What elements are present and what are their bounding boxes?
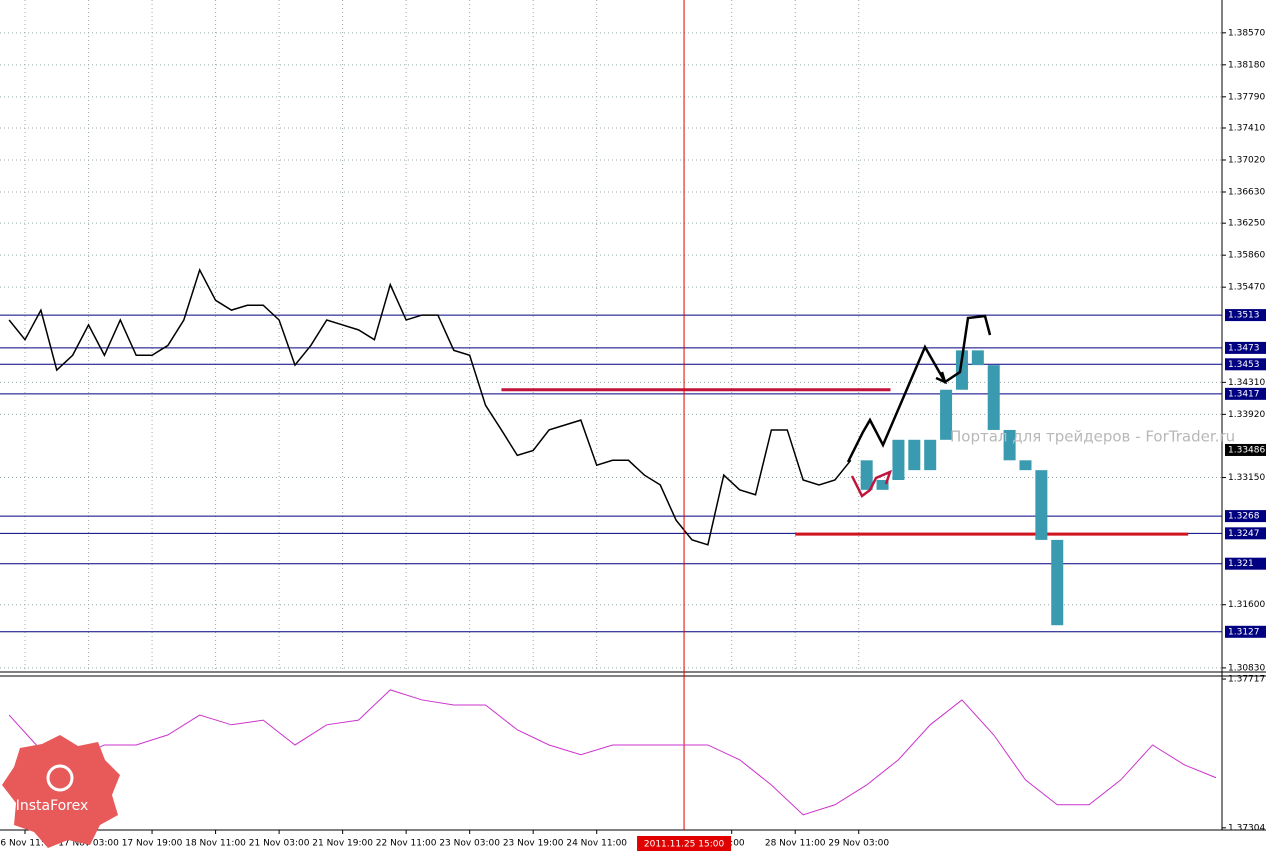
x-tick-label: 22 Nov 11:00 <box>376 839 437 849</box>
level-label-box <box>1225 358 1266 371</box>
y-tick-label: 1.37304 <box>1228 823 1265 833</box>
projection-bar <box>892 439 905 480</box>
y-tick-label: 1.30830 <box>1228 663 1265 673</box>
current-price-label: 1.33486 <box>1228 445 1265 455</box>
level-label-box <box>1225 527 1266 540</box>
projection-bar <box>1035 470 1048 540</box>
logo-icon <box>46 764 74 792</box>
y-tick-label: 1.37410 <box>1228 124 1265 134</box>
projection-bar <box>987 365 1000 430</box>
level-label: 1.3513 <box>1228 311 1260 321</box>
projection-bar <box>1019 460 1032 471</box>
y-tick-label: 1.37020 <box>1228 156 1265 166</box>
forecast-arrow-red <box>850 469 893 498</box>
projection-bar <box>876 480 889 490</box>
x-tick-label: 21 Nov 03:00 <box>249 839 310 849</box>
cursor-label: 2011.11.25 15:00 <box>644 840 725 850</box>
x-tick-label: 19:00 <box>719 839 745 849</box>
level-label-box <box>1225 510 1266 523</box>
x-tick-label: 24 Nov 11:00 <box>566 839 627 849</box>
level-label-box <box>1225 387 1266 400</box>
indicator-line <box>8 689 1217 816</box>
current-price-box <box>1225 443 1266 456</box>
level-label: 1.3473 <box>1228 343 1260 353</box>
forecast-arrow <box>846 314 992 463</box>
y-tick-label: 1.34310 <box>1228 378 1265 388</box>
x-tick-label: 23 Nov 19:00 <box>503 839 564 849</box>
x-tick-label: 28 Nov 11:00 <box>765 839 826 849</box>
logo-text: InstaForex <box>16 798 89 814</box>
level-label-box <box>1225 557 1266 570</box>
level-label: 1.3268 <box>1228 512 1260 522</box>
projection-bar <box>971 350 984 366</box>
level-label: 1.3247 <box>1228 529 1260 539</box>
logo-badge <box>2 735 120 848</box>
x-tick-label: 21 Nov 19:00 <box>312 839 373 849</box>
projection-bar <box>1003 429 1016 461</box>
projection-bar <box>1051 539 1064 626</box>
logo: InstaForex <box>2 735 120 848</box>
projection-bar <box>860 460 873 490</box>
y-tick-label: 1.36250 <box>1228 219 1265 229</box>
y-tick-label: 1.33920 <box>1228 410 1265 420</box>
level-label: 1.3453 <box>1228 360 1260 370</box>
y-tick-label: 1.38180 <box>1228 60 1265 70</box>
y-tick-label: 1.38570 <box>1228 28 1265 38</box>
x-tick-label: 18 Nov 11:00 <box>185 839 246 849</box>
y-tick-label: 1.35470 <box>1228 283 1265 293</box>
y-tick-label: 1.35860 <box>1228 251 1265 261</box>
watermark: Портал для трейдеров - ForTrader.ru <box>950 428 1235 446</box>
projection-bar <box>908 439 921 471</box>
y-tick-label: 1.31600 <box>1228 600 1265 610</box>
y-tick-label: 1.37790 <box>1228 92 1265 102</box>
level-label-box <box>1225 341 1266 354</box>
x-tick-label: 17 Nov 19:00 <box>122 839 183 849</box>
y-tick-label: 1.37717 <box>1228 675 1265 685</box>
x-tick-label: 16 Nov 11:00 <box>0 839 56 849</box>
x-tick-label: 29 Nov 03:00 <box>828 839 889 849</box>
level-label: 1.3127 <box>1228 627 1260 637</box>
x-tick-label: 23 Nov 03:00 <box>439 839 500 849</box>
level-label-box <box>1225 625 1266 638</box>
projection-bar <box>955 350 968 390</box>
cursor-label-box <box>637 836 732 851</box>
projection-bar <box>940 389 953 440</box>
arrow-head <box>935 371 947 385</box>
level-label: 1.3417 <box>1228 389 1260 399</box>
price-line <box>8 268 852 546</box>
y-tick-label: 1.36630 <box>1228 188 1265 198</box>
level-label-box <box>1225 309 1266 322</box>
y-tick-label: 1.33150 <box>1228 473 1265 483</box>
level-label: 1.321 <box>1228 559 1254 569</box>
projection-bar <box>924 439 937 471</box>
